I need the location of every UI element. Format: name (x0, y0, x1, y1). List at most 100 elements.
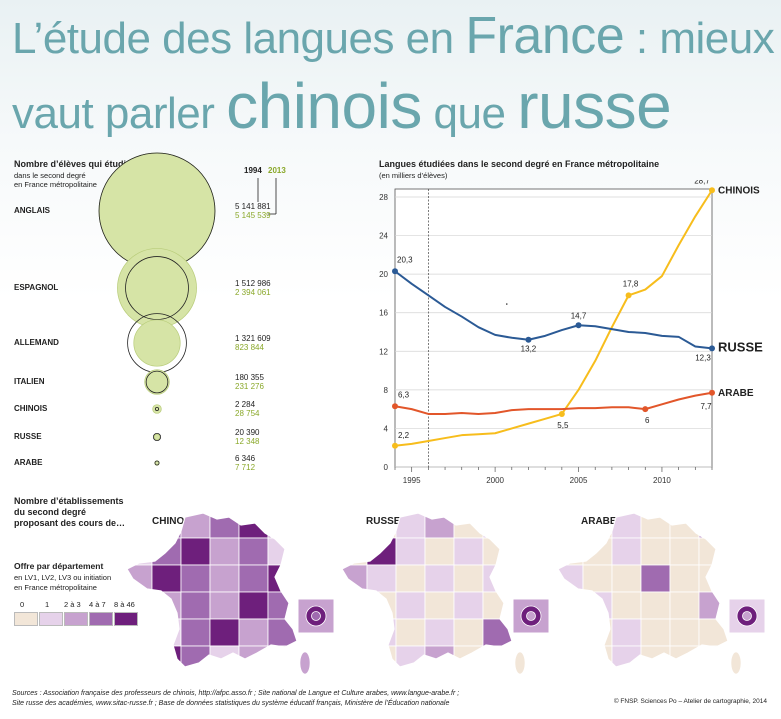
department-cell (209, 618, 240, 647)
bubble-label-anglais: ANGLAIS (14, 206, 50, 215)
department-cell (582, 513, 613, 539)
department-cell (366, 564, 397, 593)
department-cell (180, 564, 211, 593)
y-tick-label: 4 (384, 424, 389, 433)
paris-inset (512, 598, 550, 634)
title-part: vaut parler (12, 89, 227, 138)
data-point-russe (392, 268, 398, 275)
department-cell (151, 645, 182, 667)
data-point-arabe (709, 389, 715, 396)
legend-swatch (14, 612, 38, 626)
year-1994-label: 1994 (244, 166, 262, 175)
department-cell (238, 591, 269, 620)
legend-swatch (89, 612, 113, 626)
data-point-arabe (392, 403, 398, 410)
department-cell (151, 618, 182, 647)
data-point-chinois (709, 187, 715, 194)
line-chart-subtitle: (en milliers d’élèves) (379, 171, 448, 180)
department-cell (640, 564, 671, 593)
department-cell (611, 591, 642, 620)
value-2013: 12 348 (235, 437, 260, 446)
department-cell (151, 513, 182, 539)
department-cell (698, 564, 728, 593)
department-cell (482, 618, 512, 647)
paris-inset (728, 598, 766, 634)
y-tick-label: 24 (379, 232, 388, 241)
data-point-chinois (625, 292, 632, 299)
series-label-russe: RUSSE (718, 339, 763, 354)
bubble-label-chinois: CHINOIS (14, 404, 48, 413)
bubble-label-arabe: ARABE (14, 458, 43, 467)
series-line-russe (394, 270, 713, 350)
map-title-arabe: ARABE (581, 516, 617, 527)
department-cell (267, 564, 297, 593)
value-2013: 2 394 061 (235, 288, 271, 297)
department-cell (669, 645, 700, 667)
department-cell (669, 564, 700, 593)
department-cell (482, 564, 512, 593)
data-label: 28,7 (694, 180, 710, 185)
y-tick-label: 12 (379, 347, 388, 356)
department-cell (611, 618, 642, 647)
legend-subtitle-1: en LV1, LV2, LV3 ou initiation (14, 573, 112, 582)
x-tick-label: 1995 (403, 476, 421, 485)
page-title-line-1: L’étude des langues en France : mieux (12, 10, 775, 63)
data-label: 12,3 (695, 353, 711, 362)
department-cell (209, 513, 240, 539)
department-cell (267, 618, 297, 647)
legend-class-label: 2 à 3 (64, 600, 81, 609)
title-part-russe: russe (517, 70, 672, 142)
legend-class-label: 8 à 46 (114, 600, 135, 609)
department-cell (698, 645, 728, 667)
bubble-1994 (145, 370, 169, 394)
data-label: 20,3 (397, 255, 413, 264)
map-arabe (557, 512, 766, 675)
legend-swatch (39, 612, 63, 626)
sources-line-2: Site russe des académies, www.sitac-russ… (12, 700, 450, 707)
department-cell (342, 513, 368, 539)
bubbles-heading: Nombre d’élèves qui étudient… (14, 159, 149, 169)
data-point-chinois (558, 410, 565, 417)
value-1994: 5 141 881 (235, 202, 271, 211)
department-cell (669, 537, 700, 566)
choropleth-maps (126, 512, 766, 675)
bubbles-subheading-2: en France métropolitaine (14, 180, 97, 189)
value-1994: 20 390 (235, 428, 260, 437)
y-tick-label: 20 (379, 270, 388, 279)
department-cell (640, 513, 671, 539)
department-cell (342, 645, 368, 667)
value-2013: 823 844 (235, 343, 264, 352)
department-cell (127, 513, 153, 539)
department-cell (267, 513, 297, 539)
x-tick-label: 2010 (653, 476, 671, 485)
bubbles-subheading-1: dans le second degré (14, 171, 86, 180)
title-part: L’étude des langues en (12, 14, 466, 63)
title-part-chinois: chinois (226, 70, 422, 142)
title-part: : mieux (624, 14, 775, 63)
y-tick-label: 8 (384, 386, 389, 395)
bubble-label-espagnol: ESPAGNOL (14, 283, 59, 292)
y-tick-label: 28 (379, 193, 388, 202)
department-cell (453, 591, 484, 620)
corsica (299, 651, 311, 675)
department-cell (151, 564, 182, 593)
bubble-allemand (127, 313, 187, 373)
department-cell (395, 537, 426, 566)
department-cell (424, 564, 455, 593)
department-cell (395, 591, 426, 620)
department-cell (424, 591, 455, 620)
legend-title: Offre par département (14, 561, 104, 571)
department-cell (180, 537, 211, 566)
legend-class-label: 1 (45, 600, 50, 609)
bubble-label-russe: RUSSE (14, 432, 42, 441)
department-cell (640, 645, 671, 667)
department-cell (180, 591, 211, 620)
series-label-chinois: CHINOIS (718, 185, 760, 196)
paris-inset (297, 598, 335, 634)
bubble-chart (98, 152, 277, 466)
department-cell (558, 537, 584, 566)
department-cell (209, 645, 240, 667)
value-1994: 2 284 (235, 400, 256, 409)
y-tick-label: 16 (379, 309, 388, 318)
